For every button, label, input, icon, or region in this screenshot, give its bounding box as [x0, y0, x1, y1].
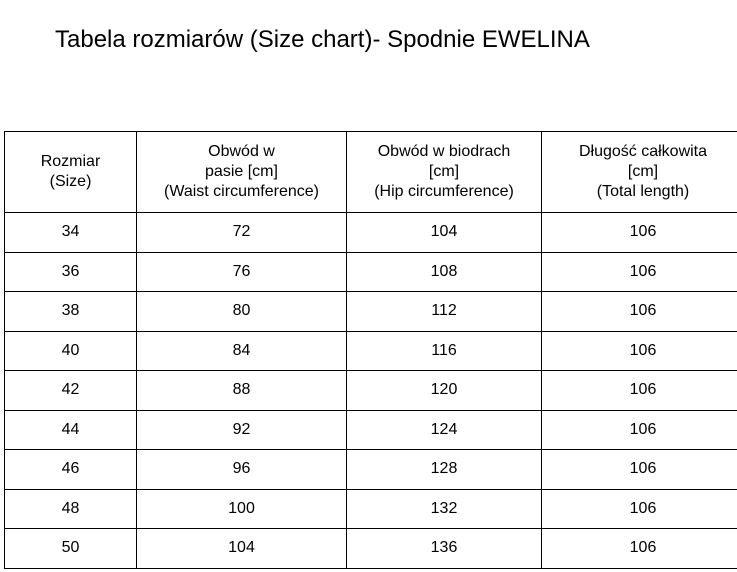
header-line: (Total length): [596, 183, 690, 200]
size-cell: 44: [4, 409, 137, 450]
waist-cell: 88: [136, 370, 347, 411]
hip-cell: 112: [346, 291, 542, 332]
table-row: 46 96 128 106: [4, 449, 737, 490]
header-line: Rozmiar: [40, 153, 101, 170]
waist-cell: 84: [136, 330, 347, 371]
page-title: Tabela rozmiarów (Size chart)- Spodnie E…: [55, 26, 590, 53]
header-length: Długość całkowita [cm] (Total length): [541, 131, 737, 213]
length-cell: 106: [541, 409, 737, 450]
length-cell: 106: [541, 251, 737, 292]
hip-cell: 120: [346, 370, 542, 411]
table-row: 34 72 104 106: [4, 212, 737, 253]
length-cell: 106: [541, 488, 737, 529]
size-cell: 46: [4, 449, 137, 490]
length-cell: 106: [541, 212, 737, 253]
waist-cell: 96: [136, 449, 347, 490]
size-cell: 42: [4, 370, 137, 411]
size-cell: 38: [4, 291, 137, 332]
header-line: [cm]: [627, 163, 659, 180]
length-cell: 106: [541, 449, 737, 490]
table-row: 50 104 136 106: [4, 528, 737, 569]
length-cell: 106: [541, 528, 737, 569]
size-cell: 40: [4, 330, 137, 371]
size-cell: 36: [4, 251, 137, 292]
hip-cell: 108: [346, 251, 542, 292]
header-hip: Obwód w biodrach [cm] (Hip circumference): [346, 131, 542, 213]
hip-cell: 116: [346, 330, 542, 371]
header-line: Długość całkowita: [578, 143, 708, 160]
header-line: Obwód w biodrach: [377, 143, 511, 160]
waist-cell: 92: [136, 409, 347, 450]
hip-cell: 104: [346, 212, 542, 253]
table-row: 48 100 132 106: [4, 488, 737, 529]
waist-cell: 100: [136, 488, 347, 529]
size-cell: 48: [4, 488, 137, 529]
hip-cell: 124: [346, 409, 542, 450]
header-line: pasie [cm]: [205, 163, 278, 180]
size-cell: 34: [4, 212, 137, 253]
header-line: Obwód w: [208, 143, 275, 160]
waist-cell: 80: [136, 291, 347, 332]
header-line: [cm]: [428, 163, 460, 180]
table-row: 38 80 112 106: [4, 291, 737, 332]
header-waist: Obwód w pasie [cm] (Waist circumference): [136, 131, 347, 213]
hip-cell: 128: [346, 449, 542, 490]
size-cell: 50: [4, 528, 137, 569]
size-chart-table: Rozmiar (Size) Obwód w pasie [cm] (Waist cir…: [4, 131, 737, 569]
hip-cell: 132: [346, 488, 542, 529]
waist-cell: 76: [136, 251, 347, 292]
length-cell: 106: [541, 291, 737, 332]
waist-cell: 104: [136, 528, 347, 569]
table-row: 42 88 120 106: [4, 370, 737, 411]
waist-cell: 72: [136, 212, 347, 253]
hip-cell: 136: [346, 528, 542, 569]
header-line: (Hip circumference): [374, 183, 514, 200]
table-row: 36 76 108 106: [4, 251, 737, 292]
header-line: (Waist circumference): [164, 183, 319, 200]
length-cell: 106: [541, 330, 737, 371]
length-cell: 106: [541, 370, 737, 411]
header-row: Rozmiar (Size) Obwód w pasie [cm] (Waist cir…: [4, 131, 737, 213]
table-row: 44 92 124 106: [4, 409, 737, 450]
header-line: (Size): [49, 173, 92, 190]
table-row: 40 84 116 106: [4, 330, 737, 371]
header-size: Rozmiar (Size): [4, 131, 137, 213]
